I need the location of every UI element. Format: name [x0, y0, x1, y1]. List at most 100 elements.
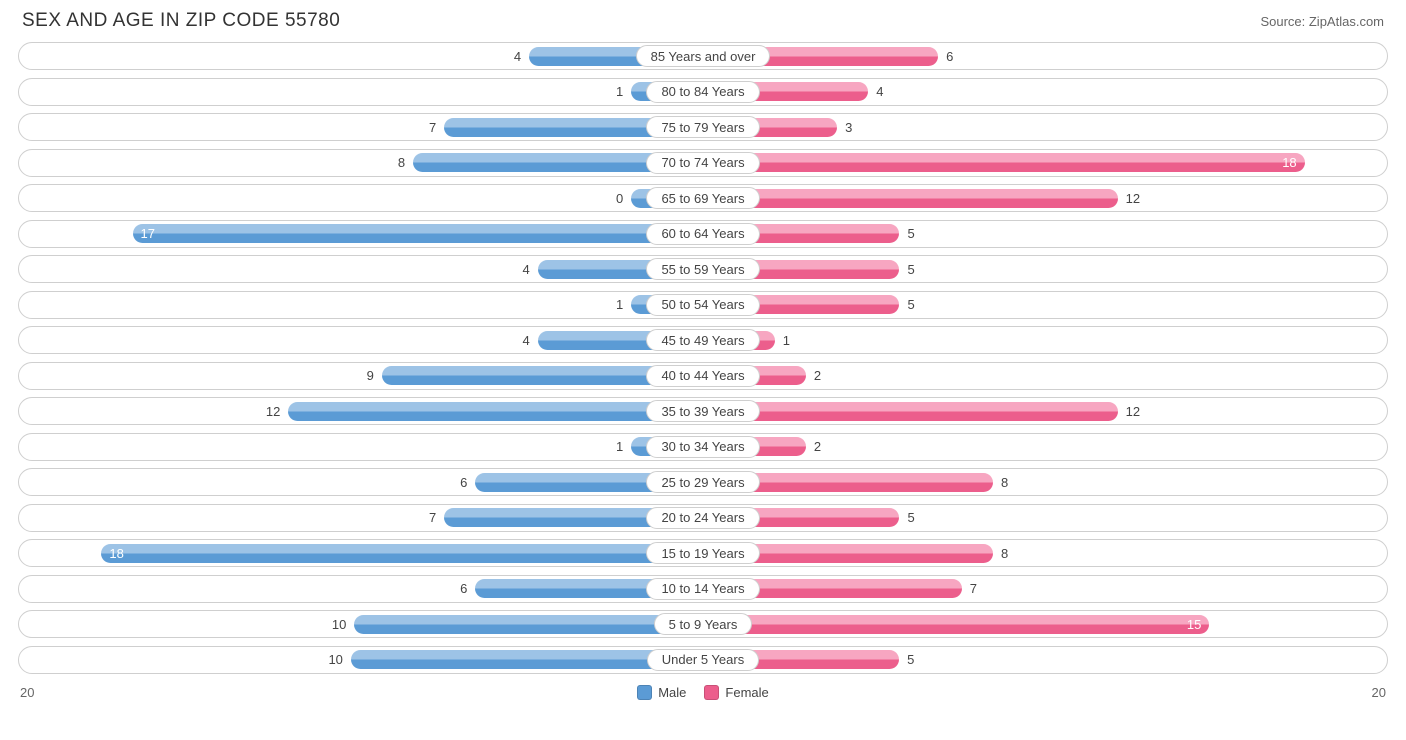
female-value: 5 — [907, 510, 914, 525]
female-value: 12 — [1126, 404, 1140, 419]
female-value: 4 — [876, 84, 883, 99]
axis-max-left: 20 — [20, 685, 34, 700]
axis-max-right: 20 — [1372, 685, 1386, 700]
age-group-label: 60 to 64 Years — [646, 223, 759, 245]
chart-row: 18 15 to 19 Years 8 — [18, 539, 1388, 567]
female-value: 1 — [783, 333, 790, 348]
male-bar — [444, 118, 662, 137]
male-side: 18 — [39, 543, 662, 563]
male-side: 10 — [39, 614, 670, 634]
female-bar — [744, 295, 900, 314]
male-value: 12 — [266, 404, 280, 419]
chart-footer: 20 Male Female 20 — [18, 681, 1388, 703]
male-value: 1 — [616, 297, 623, 312]
male-bar — [538, 260, 663, 279]
male-side: 7 — [39, 117, 662, 137]
female-side: 2 — [744, 366, 1367, 386]
chart-row: 105 to 9 Years15 — [18, 610, 1388, 638]
male-side: 6 — [39, 579, 662, 599]
female-bar — [744, 189, 1118, 208]
male-bar: 18 — [101, 544, 662, 563]
chart-row: 1 80 to 84 Years 4 — [18, 78, 1388, 106]
age-group-label: 75 to 79 Years — [646, 116, 759, 138]
female-side: 1 — [744, 330, 1367, 350]
female-side: 2 — [744, 437, 1367, 457]
male-value: 4 — [523, 262, 530, 277]
chart-row: 720 to 24 Years5 — [18, 504, 1388, 532]
female-value: 5 — [907, 226, 914, 241]
female-side: 5 — [744, 259, 1367, 279]
male-bar — [413, 153, 662, 172]
male-value: 6 — [460, 581, 467, 596]
male-bar — [288, 402, 662, 421]
female-side: 5 — [744, 295, 1367, 315]
male-bar — [351, 650, 663, 669]
age-group-label: 70 to 74 Years — [646, 152, 759, 174]
legend-swatch-male — [637, 685, 652, 700]
female-value: 8 — [1001, 546, 1008, 561]
male-side: 1 — [39, 82, 662, 102]
female-bar — [744, 224, 900, 243]
female-value: 5 — [907, 297, 914, 312]
legend: Male Female — [637, 685, 769, 700]
male-bar — [444, 508, 662, 527]
female-value: 12 — [1126, 191, 1140, 206]
age-group-label: 5 to 9 Years — [654, 613, 753, 635]
male-bar — [538, 331, 663, 350]
chart-title: SEX AND AGE IN ZIP CODE 55780 — [22, 10, 340, 32]
chart-row: 625 to 29 Years8 — [18, 468, 1388, 496]
female-side: 5 — [744, 508, 1367, 528]
female-side: 4 — [744, 82, 1367, 102]
female-value: 2 — [814, 368, 821, 383]
male-bar — [354, 615, 669, 634]
male-side: 17 — [39, 224, 662, 244]
chart-row: 870 to 74 Years 18 — [18, 149, 1388, 177]
age-group-label: 30 to 34 Years — [646, 436, 759, 458]
legend-swatch-female — [704, 685, 719, 700]
legend-item-male: Male — [637, 685, 686, 700]
male-bar — [475, 473, 662, 492]
female-bar — [744, 544, 993, 563]
male-value: 18 — [109, 546, 123, 561]
age-group-label: 80 to 84 Years — [646, 81, 759, 103]
population-pyramid-chart: 4 85 Years and over 6 1 80 to 84 Years 4 775 t… — [18, 42, 1388, 674]
female-side: 12 — [744, 188, 1367, 208]
age-group-label: 65 to 69 Years — [646, 187, 759, 209]
male-value: 1 — [616, 439, 623, 454]
age-group-label: 40 to 44 Years — [646, 365, 759, 387]
female-value: 5 — [907, 262, 914, 277]
male-side: 8 — [39, 153, 662, 173]
female-value: 5 — [907, 652, 914, 667]
chart-header: SEX AND AGE IN ZIP CODE 55780 Source: Zi… — [18, 10, 1388, 32]
age-group-label: 85 Years and over — [636, 45, 771, 67]
chart-row: 485 Years and over6 — [18, 42, 1388, 70]
male-value: 17 — [141, 226, 155, 241]
female-bar — [744, 260, 900, 279]
legend-item-female: Female — [704, 685, 768, 700]
female-bar: 18 — [744, 153, 1305, 172]
male-value: 0 — [616, 191, 623, 206]
female-value: 3 — [845, 120, 852, 135]
age-group-label: 15 to 19 Years — [646, 542, 759, 564]
female-bar — [744, 579, 962, 598]
female-bar — [744, 82, 869, 101]
female-bar — [744, 508, 900, 527]
female-side: 5 — [744, 224, 1367, 244]
male-side: 9 — [39, 366, 662, 386]
chart-row: 12 35 to 39 Years 12 — [18, 397, 1388, 425]
male-side: 6 — [39, 472, 662, 492]
age-group-label: 10 to 14 Years — [646, 578, 759, 600]
chart-row: 10Under 5 Years5 — [18, 646, 1388, 674]
chart-source: Source: ZipAtlas.com — [1260, 14, 1384, 29]
female-value: 18 — [1282, 155, 1296, 170]
female-value: 6 — [946, 49, 953, 64]
male-side: 0 — [39, 188, 662, 208]
male-side: 1 — [39, 295, 662, 315]
male-bar: 17 — [133, 224, 663, 243]
female-bar — [744, 473, 993, 492]
male-side: 4 — [39, 259, 662, 279]
male-value: 1 — [616, 84, 623, 99]
age-group-label: 35 to 39 Years — [646, 400, 759, 422]
female-side: 15 — [736, 614, 1367, 634]
male-bar — [475, 579, 662, 598]
